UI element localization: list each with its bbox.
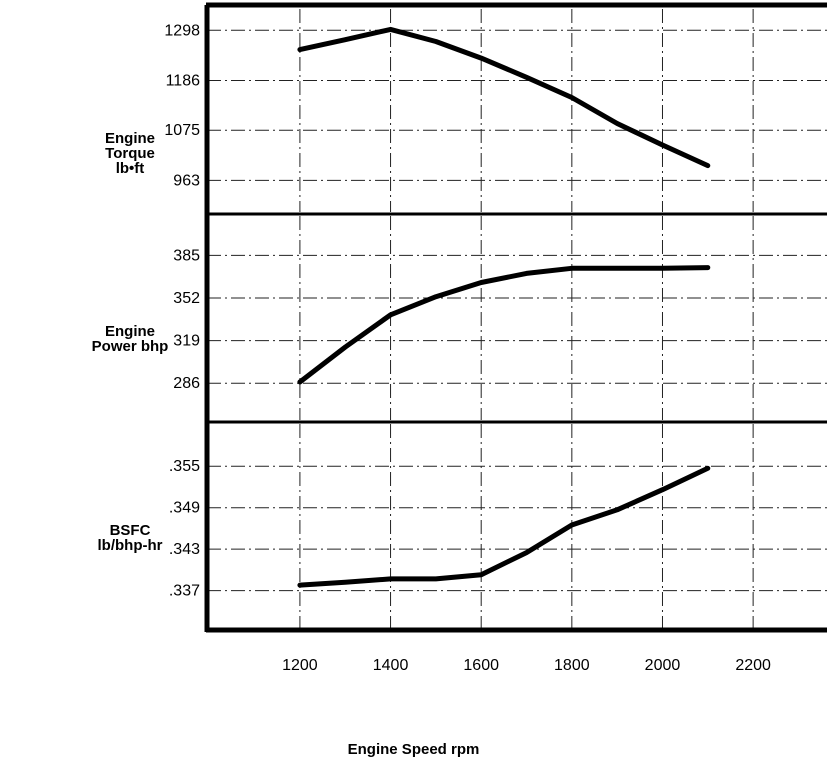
bsfc-data-point xyxy=(297,583,302,588)
power-data-point xyxy=(569,266,574,271)
bsfc-data-point xyxy=(705,466,710,471)
power-data-point xyxy=(705,265,710,270)
torque-data-point xyxy=(705,163,710,168)
torque-y-tick-label: 1186 xyxy=(166,72,201,89)
bsfc-axis-label: BSFC xyxy=(109,522,151,539)
x-tick-label: 2200 xyxy=(735,657,771,674)
x-axis-title: Engine Speed rpm xyxy=(347,741,480,758)
power-axis-label-line2: Power bhp xyxy=(91,338,169,355)
bsfc-y-tick-label: .355 xyxy=(169,458,200,475)
power-y-tick-label: 319 xyxy=(173,333,200,350)
bsfc-data-point xyxy=(479,572,484,577)
bsfc-y-tick-label: .349 xyxy=(169,500,200,517)
x-tick-label: 2000 xyxy=(645,657,681,674)
bsfc-y-tick-label: .337 xyxy=(169,583,200,600)
power-axis-label: Engine xyxy=(104,323,155,340)
torque-axis-label-line3: lb•ft xyxy=(115,160,145,177)
power-data-point xyxy=(388,312,393,317)
power-data-point xyxy=(433,294,438,299)
power-series-line xyxy=(297,265,711,385)
bsfc-data-point xyxy=(524,550,529,555)
torque-y-tick-label: 1075 xyxy=(164,122,200,139)
bsfc-data-point xyxy=(388,576,393,581)
torque-data-point xyxy=(615,121,620,126)
torque-data-point xyxy=(569,95,574,100)
torque-y-tick-label: 963 xyxy=(173,172,200,189)
bsfc-data-point xyxy=(615,507,620,512)
bsfc-data-point xyxy=(433,576,438,581)
x-tick-label: 1200 xyxy=(282,657,318,674)
torque-axis-label: Engine xyxy=(104,130,155,147)
torque-data-point xyxy=(479,56,484,61)
torque-data-point xyxy=(524,75,529,80)
power-y-tick-label: 286 xyxy=(173,375,200,392)
torque-data-point xyxy=(343,37,348,42)
torque-y-tick-label: 1298 xyxy=(164,22,200,39)
power-data-point xyxy=(660,266,665,271)
power-data-point xyxy=(297,379,302,384)
x-tick-label: 1800 xyxy=(554,657,590,674)
power-y-tick-label: 352 xyxy=(173,290,200,307)
bsfc-data-point xyxy=(569,522,574,527)
bsfc-series-line xyxy=(297,465,711,588)
bsfc-data-point xyxy=(660,487,665,492)
x-tick-label: 1400 xyxy=(373,657,409,674)
bsfc-data-point xyxy=(343,580,348,585)
torque-series-line xyxy=(297,26,711,169)
torque-data-point xyxy=(433,39,438,44)
power-data-point xyxy=(615,266,620,271)
torque-data-point xyxy=(660,143,665,147)
bsfc-axis-label-line2: lb/bhp-hr xyxy=(97,537,163,554)
power-data-point xyxy=(479,280,484,285)
torque-axis-label-line2: Torque xyxy=(105,145,155,162)
torque-data-point xyxy=(388,27,393,32)
power-y-tick-label: 385 xyxy=(173,247,200,264)
x-tick-label: 1600 xyxy=(463,657,499,674)
torque-data-point xyxy=(297,47,302,52)
power-data-point xyxy=(343,345,348,350)
power-data-point xyxy=(524,271,529,276)
bsfc-y-tick-label: .343 xyxy=(169,541,200,558)
